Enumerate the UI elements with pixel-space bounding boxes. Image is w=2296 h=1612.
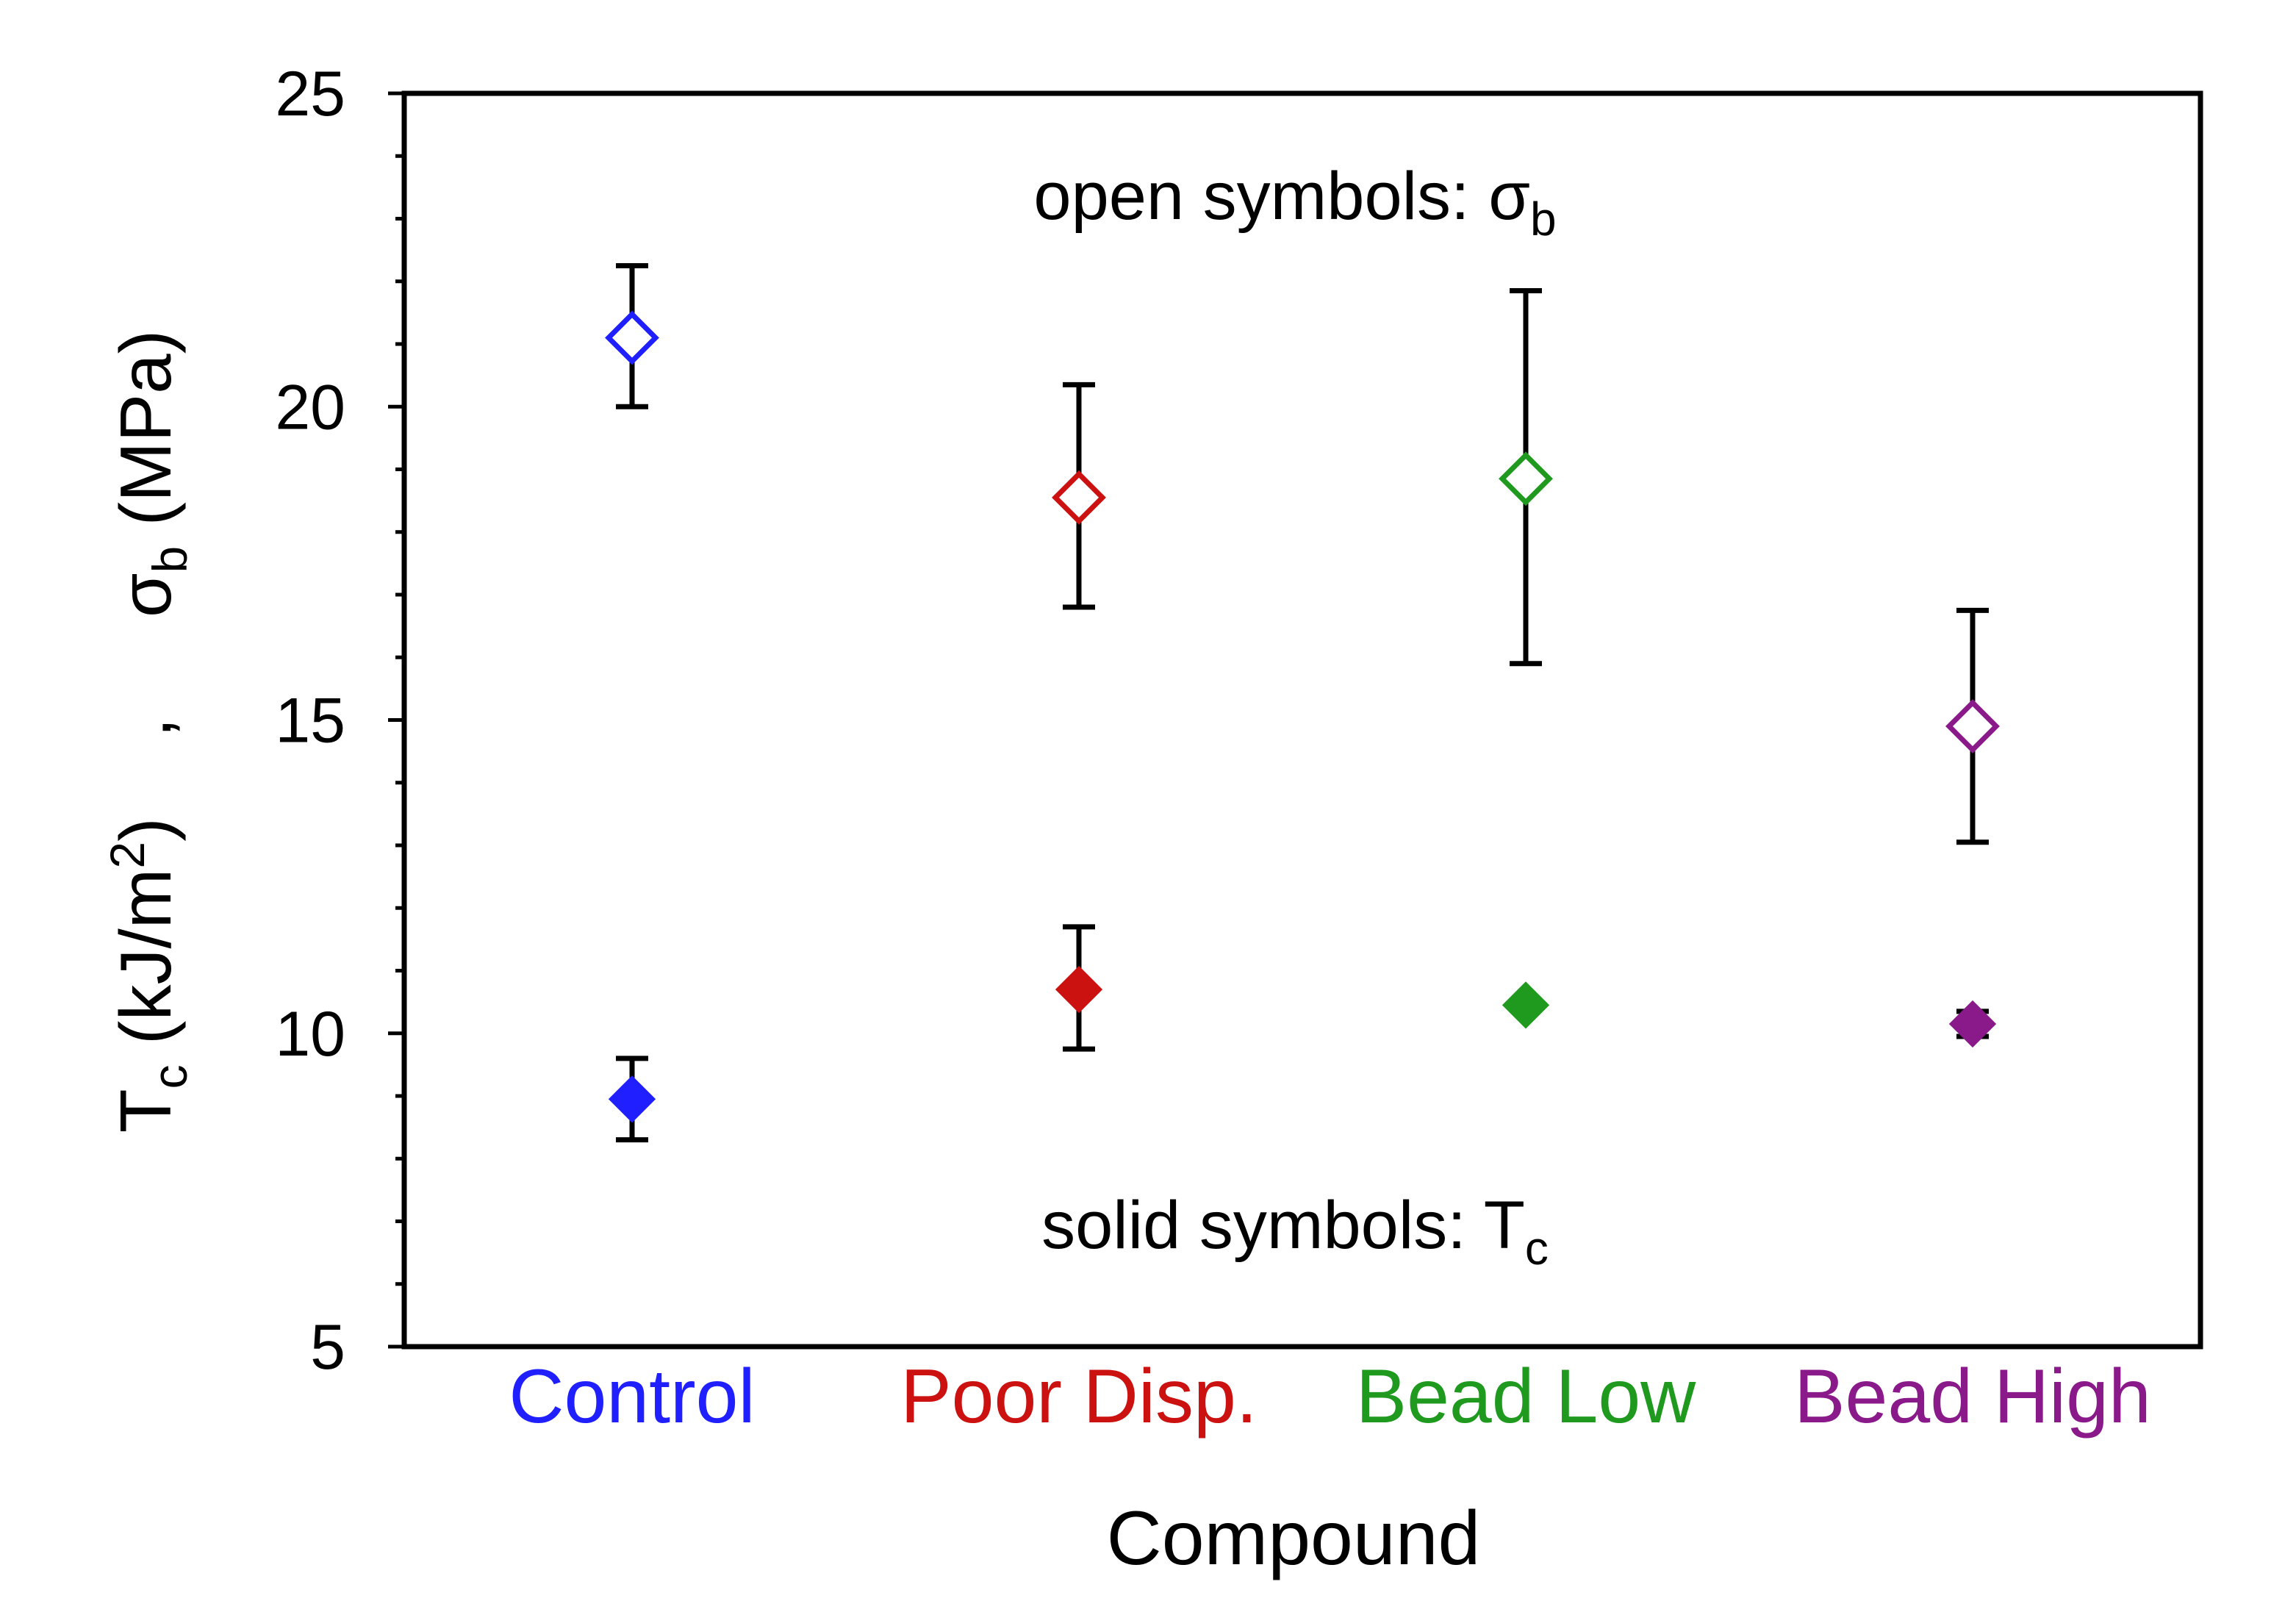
y-tick-label: 5 — [310, 1312, 345, 1383]
data-point-tc — [608, 1075, 656, 1123]
data-point-tc — [1055, 965, 1103, 1014]
x-category-label: Control — [509, 1354, 755, 1439]
y-axis-title: Tc (kJ/m2) , σb (MPa) — [100, 330, 197, 1133]
y-axis: 5 10 15 20 25 — [275, 59, 404, 1383]
annotation-solid-symbols: solid symbols: Tc — [1041, 1188, 1549, 1275]
data-point-sigma-b — [1052, 470, 1106, 525]
x-category-label: Bead High — [1794, 1354, 2151, 1439]
x-category-label: Poor Disp. — [900, 1354, 1258, 1439]
plot-area — [401, 90, 2203, 1350]
x-category-label: Bead Low — [1356, 1354, 1696, 1439]
y-tick-label: 20 — [275, 372, 345, 443]
y-tick-label: 15 — [275, 686, 345, 756]
y-tick-label: 10 — [275, 999, 345, 1070]
x-axis-categories: Control Poor Disp. Bead Low Bead High — [509, 1354, 2150, 1439]
annotation-open-symbols: open symbols: σb — [1033, 159, 1556, 246]
data-point-sigma-b — [605, 310, 659, 365]
data-point-sigma-b — [1499, 451, 1553, 506]
x-axis-title: Compound — [1107, 1496, 1481, 1581]
data-point-sigma-b — [1945, 699, 2000, 753]
data-point-tc — [1948, 1000, 1997, 1048]
data-point-tc — [1502, 981, 1550, 1029]
data-markers — [605, 310, 2000, 1123]
y-tick-label: 25 — [275, 59, 345, 129]
